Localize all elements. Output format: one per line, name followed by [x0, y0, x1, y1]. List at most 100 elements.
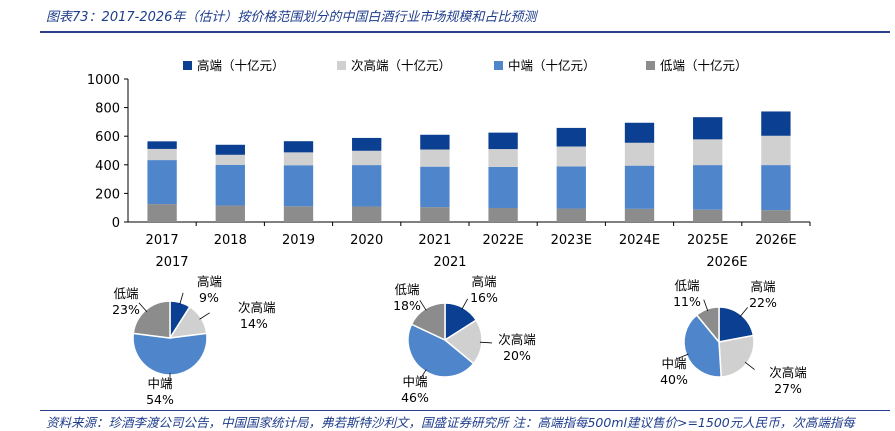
pie-label-subhigh: 次高端	[498, 332, 536, 347]
bar-high	[215, 144, 245, 155]
y-tick-label: 200	[95, 187, 120, 202]
y-tick-label: 400	[95, 159, 120, 174]
bar-low	[624, 208, 655, 222]
pie-leader-line	[744, 361, 755, 370]
pie-leader-line	[703, 299, 709, 312]
bar-low	[147, 204, 177, 222]
bar-subhigh	[693, 139, 723, 166]
pie-label-high: 高端	[197, 274, 222, 289]
pie-slice-mid	[132, 332, 208, 376]
pie-leader-line	[419, 300, 427, 311]
bar-subhigh	[147, 148, 177, 161]
pie-slice-subhigh	[718, 334, 755, 378]
bar-high	[624, 122, 655, 143]
pie-value-low: 11%	[673, 294, 701, 309]
pie-value-high: 9%	[199, 290, 219, 305]
x-tick-label: 2018	[214, 233, 247, 248]
pie-value-high: 22%	[749, 295, 777, 310]
x-tick-label: 2020	[350, 233, 383, 248]
bar-subhigh	[761, 135, 791, 166]
pie-title: 2026E	[706, 255, 747, 270]
pie-leader-line	[479, 341, 492, 344]
legend-swatch-high	[183, 61, 192, 70]
bar-high	[488, 132, 518, 150]
bar-high	[147, 141, 177, 149]
pie-label-subhigh: 次高端	[238, 300, 276, 315]
pie-value-mid: 40%	[660, 372, 688, 387]
legend-label-low: 低端（十亿元）	[660, 58, 748, 73]
x-tick-label: 2017	[146, 233, 179, 248]
pie-label-high: 高端	[750, 279, 775, 294]
x-tick-label: 2019	[282, 233, 315, 248]
bar-mid	[147, 160, 177, 205]
x-tick-label: 2024E	[619, 233, 660, 248]
x-tick-label: 2021	[418, 233, 451, 248]
bar-subhigh	[283, 152, 314, 166]
y-tick-label: 800	[95, 102, 120, 117]
legend-label-high: 高端（十亿元）	[197, 58, 285, 73]
bar-mid	[352, 165, 382, 207]
x-tick-label: 2023E	[551, 233, 592, 248]
bar-subhigh	[215, 154, 245, 165]
top-rule	[40, 31, 890, 33]
bar-low	[420, 207, 450, 222]
pie-label-low: 低端	[674, 278, 699, 293]
pie-label-subhigh: 次高端	[769, 365, 807, 380]
bar-mid	[556, 166, 586, 209]
pie-label-high: 高端	[471, 274, 496, 289]
pie-leader-line	[199, 312, 210, 320]
bar-high	[693, 117, 723, 140]
bar-high	[352, 137, 382, 151]
pie-leader-line	[739, 307, 748, 317]
bar-high	[283, 141, 314, 153]
bar-mid	[283, 165, 314, 207]
pie-value-subhigh: 14%	[240, 316, 268, 331]
y-tick-label: 0	[112, 216, 120, 231]
bar-mid	[420, 166, 450, 208]
bar-subhigh	[556, 146, 586, 167]
bar-low	[215, 205, 245, 222]
pie-value-mid: 46%	[401, 390, 429, 405]
pie-value-mid: 54%	[146, 392, 174, 407]
pie-leader-line	[419, 369, 427, 380]
pie-label-low: 低端	[394, 282, 419, 297]
x-tick-label: 2026E	[755, 233, 796, 248]
legend-swatch-subhigh	[337, 61, 346, 70]
y-tick-label: 600	[95, 130, 120, 145]
x-tick-label: 2025E	[687, 233, 728, 248]
bottom-rule	[40, 410, 890, 411]
pie-label-mid: 中端	[147, 376, 172, 391]
pie-leader-line	[138, 302, 148, 313]
pie-title: 2017	[155, 255, 188, 270]
bar-mid	[215, 164, 245, 206]
pie-value-subhigh: 27%	[774, 381, 802, 396]
bar-low	[761, 210, 791, 222]
bar-low	[352, 206, 382, 222]
legend-label-subhigh: 次高端（十亿元）	[351, 58, 451, 73]
bar-mid	[693, 165, 723, 210]
bar-high	[761, 111, 791, 136]
x-tick-label: 2022E	[482, 233, 523, 248]
pie-label-low: 低端	[113, 286, 138, 301]
bar-low	[556, 208, 586, 222]
pie-label-mid: 中端	[402, 374, 427, 389]
bar-mid	[761, 165, 791, 211]
pie-value-high: 16%	[470, 290, 498, 305]
figure-title: 图表73：2017-2026年（估计）按价格范围划分的中国白酒行业市场规模和占比…	[46, 10, 537, 25]
bar-low	[283, 206, 314, 222]
bar-subhigh	[352, 150, 382, 166]
bar-high	[420, 134, 450, 150]
pie-leader-line	[179, 292, 184, 305]
bar-low	[488, 207, 518, 222]
bar-subhigh	[488, 149, 518, 167]
bar-mid	[624, 165, 655, 209]
y-tick-label: 1000	[87, 73, 120, 88]
pie-leader-line	[677, 353, 689, 359]
bar-subhigh	[624, 142, 655, 166]
pie-value-subhigh: 20%	[503, 348, 531, 363]
pie-leader-line	[461, 298, 468, 310]
bar-mid	[488, 166, 518, 208]
pie-label-mid: 中端	[661, 356, 686, 371]
pie-title: 2021	[433, 255, 466, 270]
